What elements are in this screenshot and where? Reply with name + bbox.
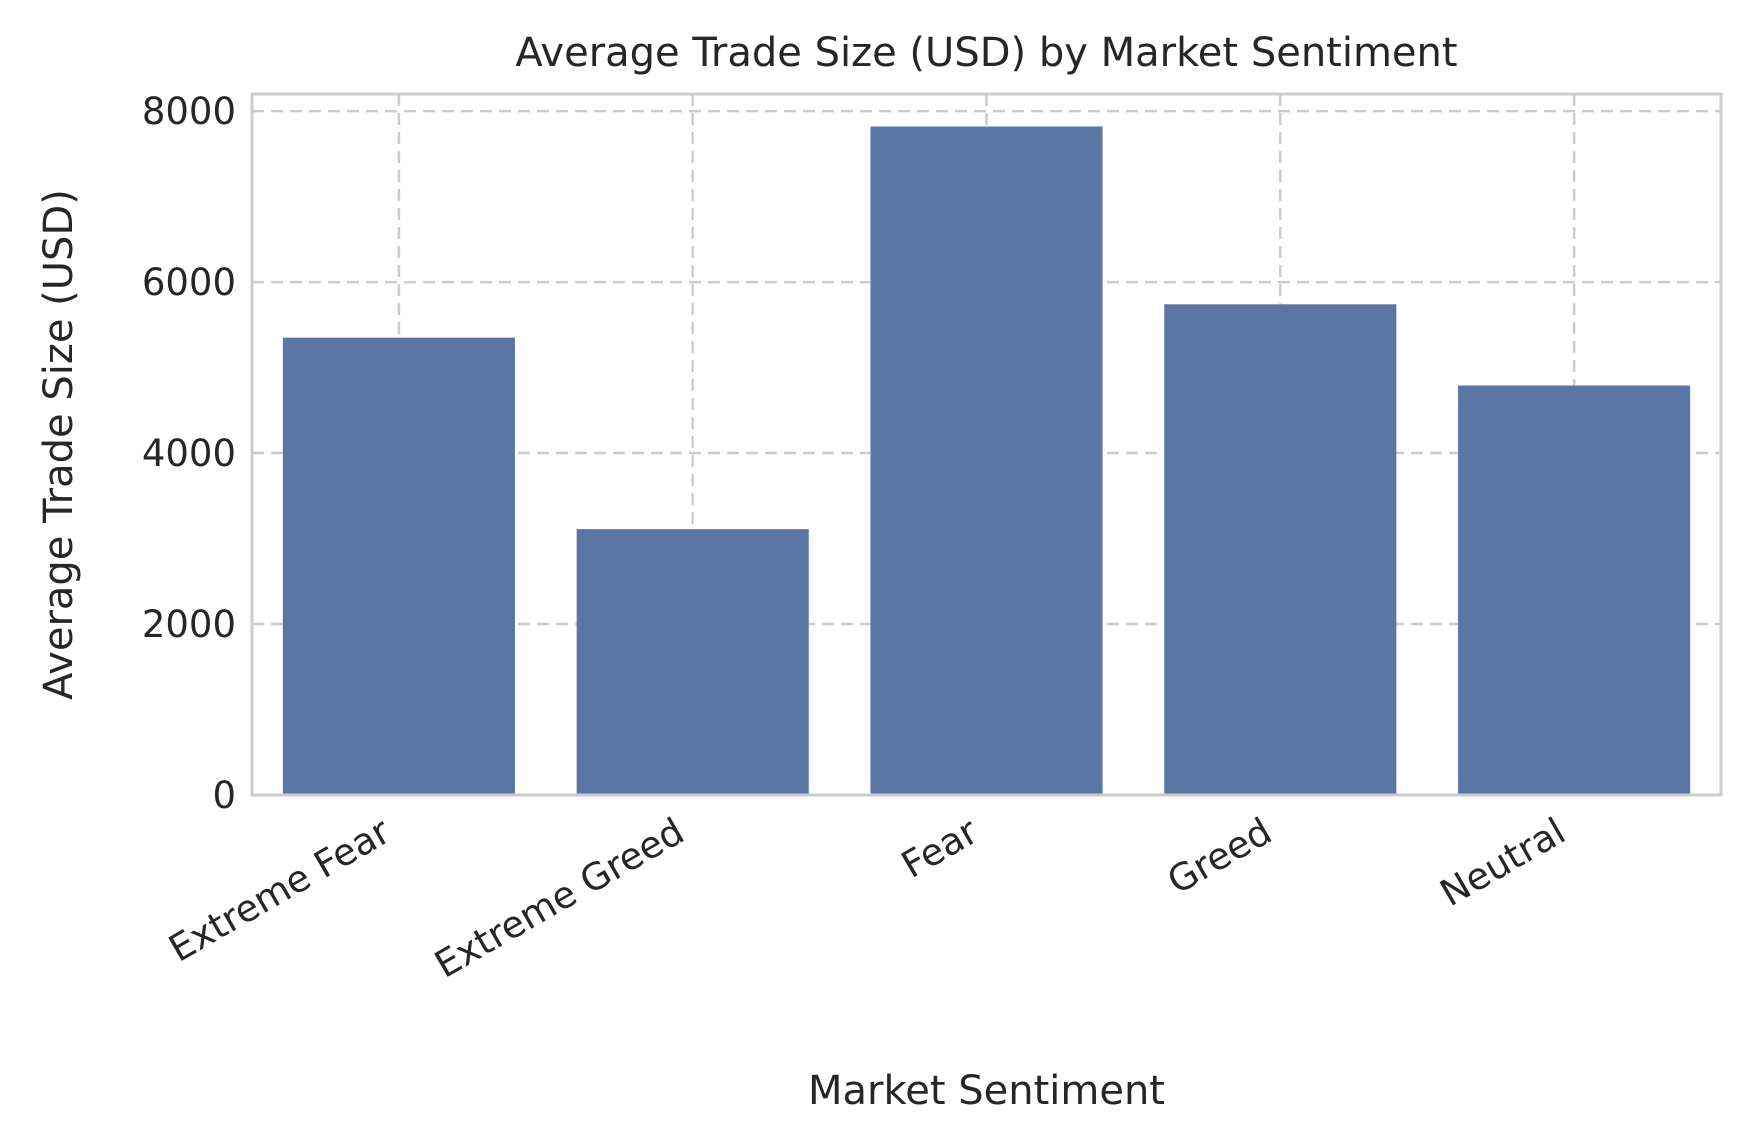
y-tick-labels: 0 2000 4000 6000 8000 (142, 90, 236, 817)
bar (1164, 304, 1397, 795)
y-tick-label: 2000 (142, 603, 236, 646)
x-tick-label: Greed (1160, 810, 1279, 903)
bar (1458, 385, 1691, 795)
bar (282, 337, 515, 795)
y-tick-label: 0 (212, 774, 236, 817)
bar (870, 126, 1103, 796)
x-tick-label: Fear (894, 809, 985, 887)
y-tick-label: 6000 (142, 261, 236, 304)
bar-layer (282, 126, 1691, 796)
x-tick-labels: Extreme Fear Extreme Greed Fear Greed Neutra… (162, 809, 1573, 986)
x-tick-label: Neutral (1433, 810, 1573, 916)
plot-frame (250, 92, 1723, 797)
bar (576, 529, 809, 795)
y-axis-label: Average Trade Size (USD) (36, 189, 82, 700)
x-axis-label: Market Sentiment (808, 1068, 1165, 1114)
y-tick-label: 8000 (142, 90, 236, 133)
x-tick-label: Extreme Greed (428, 810, 692, 987)
y-tick-label: 4000 (142, 432, 236, 475)
chart-title: Average Trade Size (USD) by Market Senti… (515, 30, 1457, 76)
x-tick-label: Extreme Fear (162, 809, 398, 970)
